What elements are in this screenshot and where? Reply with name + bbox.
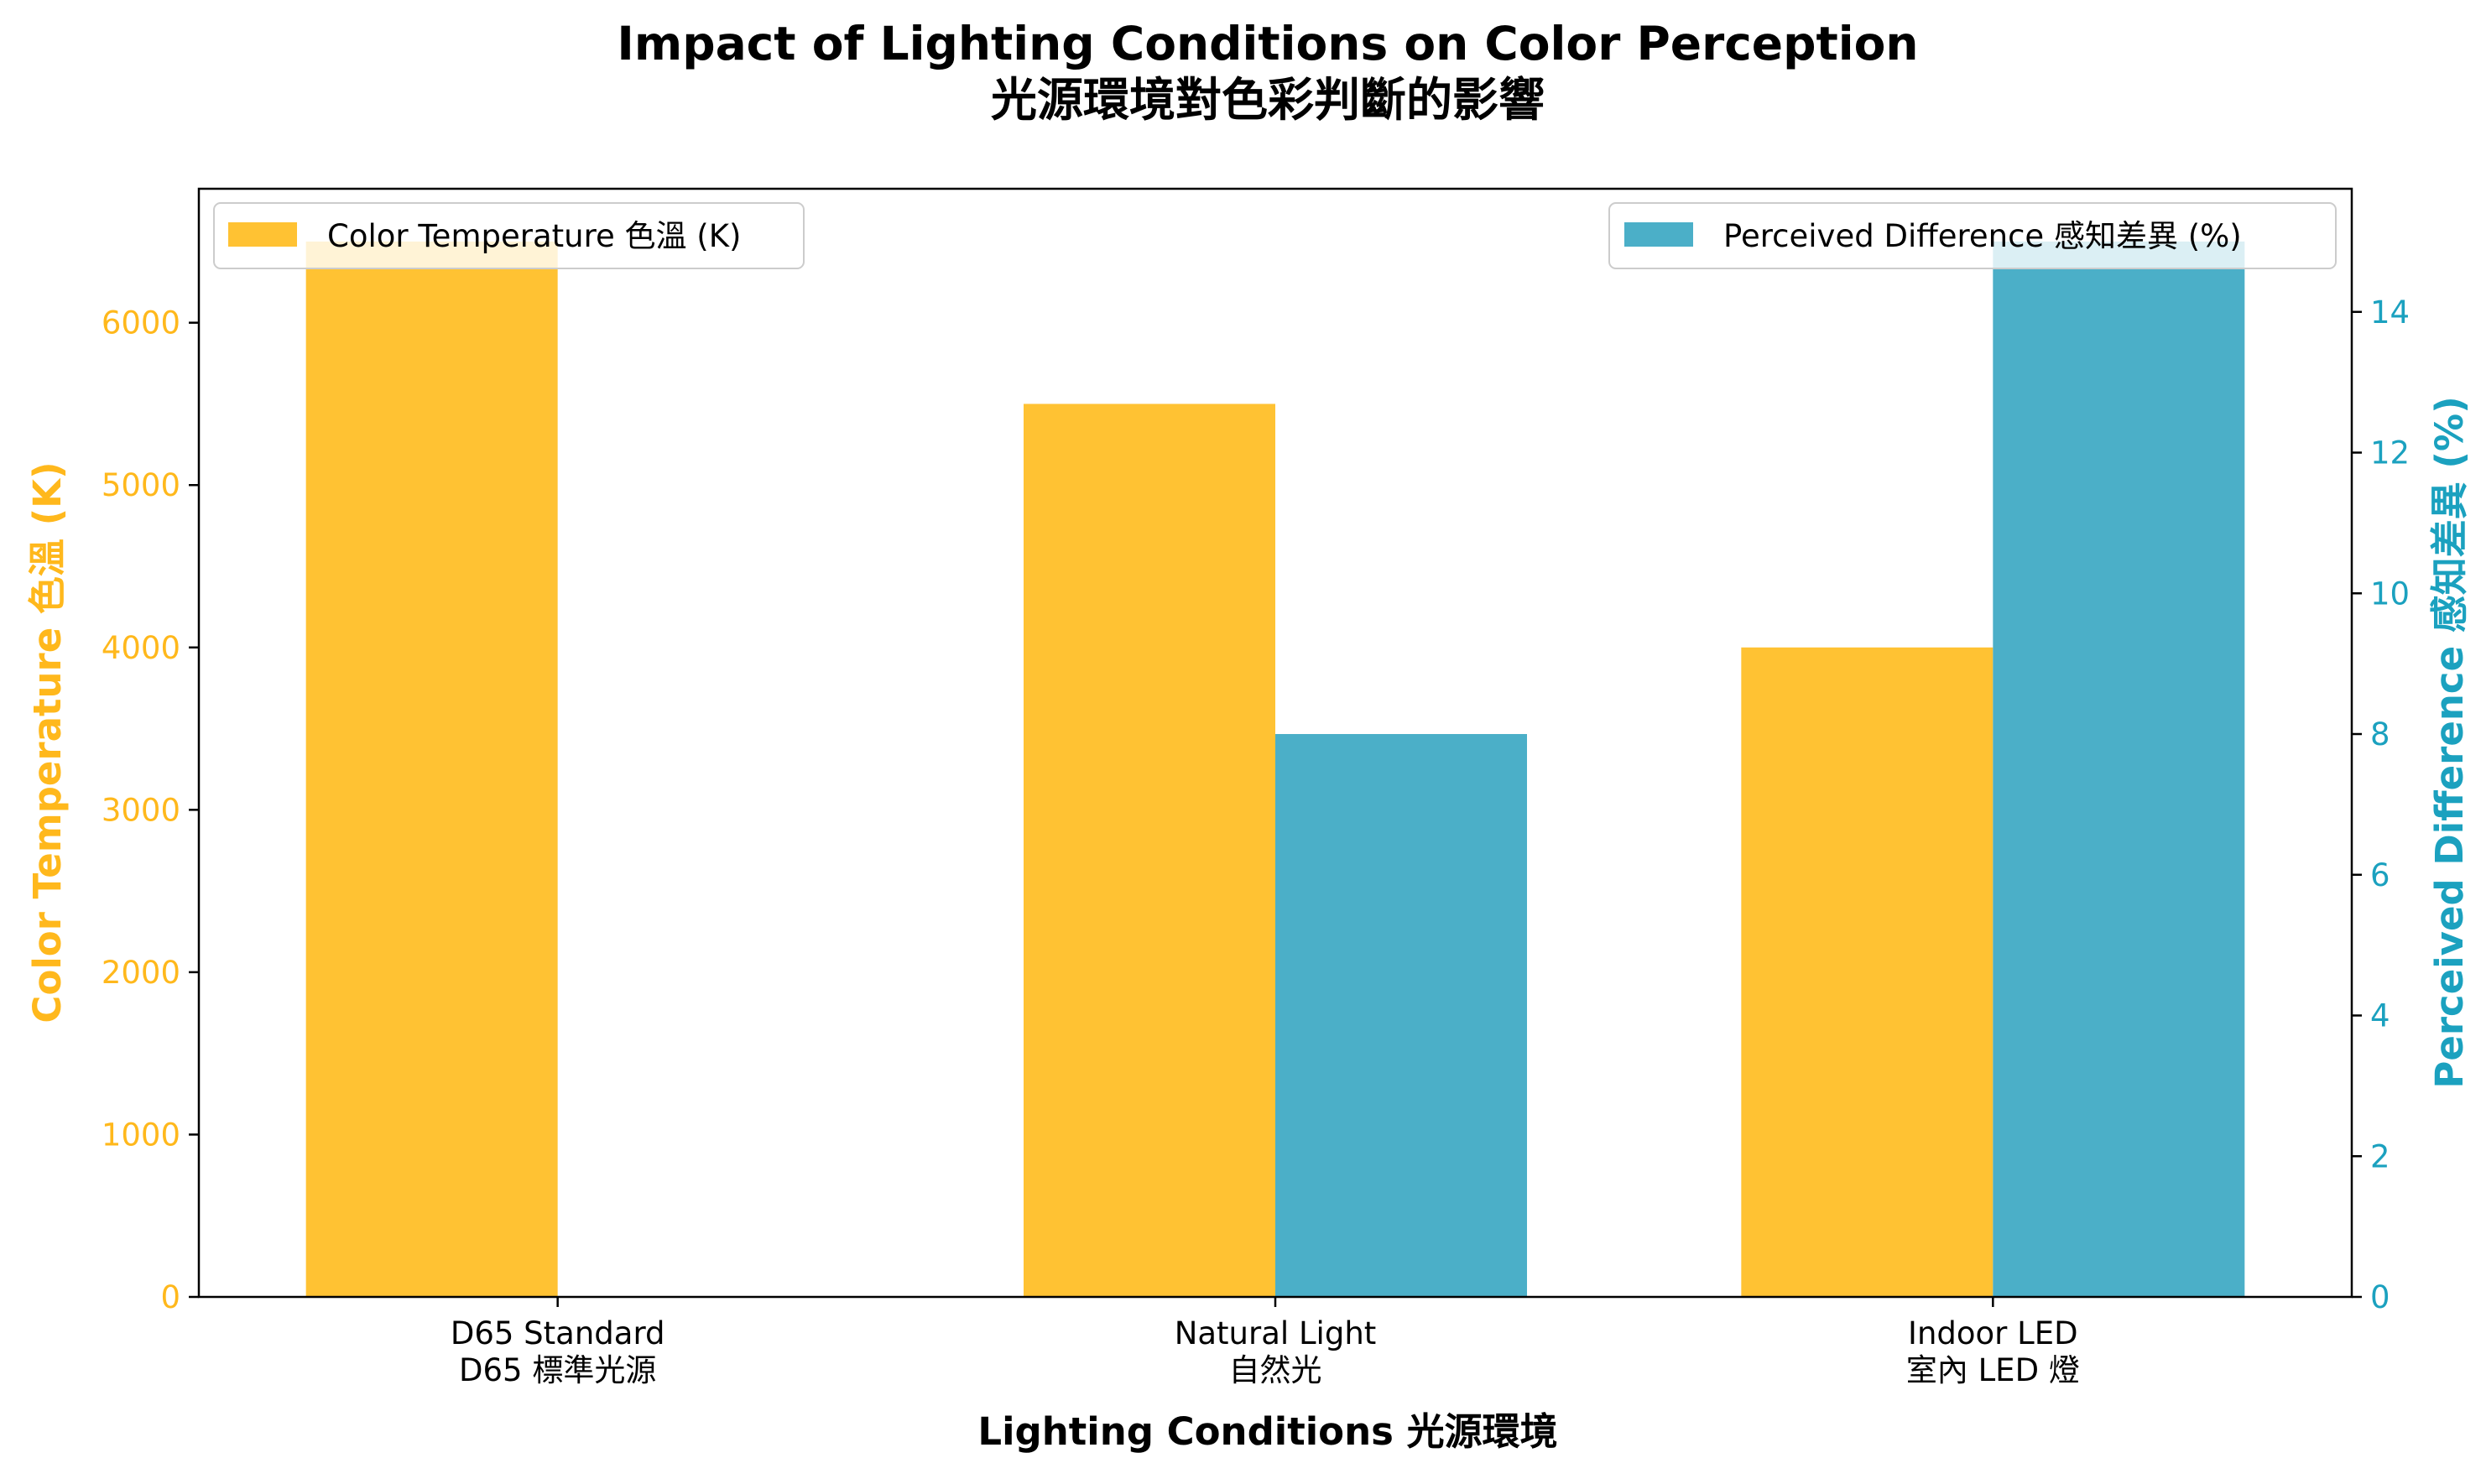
chart-title-line1: Impact of Lighting Conditions on Color P… <box>617 17 1918 70</box>
bars-group <box>305 241 2245 1297</box>
bar-temperature-2 <box>1741 647 1993 1297</box>
y-right-tick-label-1: 2 <box>2370 1138 2390 1174</box>
legend-difference-label: Perceived Difference 感知差異 (%) <box>1723 218 2242 254</box>
y-left-tick-label-5: 5000 <box>102 467 180 503</box>
x-tick-label-zh-2: 室內 LED 燈 <box>1906 1352 2080 1388</box>
bar-difference-2 <box>1993 241 2245 1297</box>
x-tick-label-en-0: D65 Standard <box>451 1315 665 1351</box>
legend-temperature: Color Temperature 色溫 (K) <box>213 202 805 269</box>
y-right-tick-label-6: 12 <box>2370 435 2410 471</box>
legend-difference-box <box>1608 202 2337 269</box>
y-left-tick-label-0: 0 <box>160 1279 180 1315</box>
y-axis-label-right: Perceived Difference 感知差異 (%) <box>2427 396 2472 1088</box>
bar-temperature-0 <box>305 241 558 1297</box>
legend-temperature-label: Color Temperature 色溫 (K) <box>327 218 741 254</box>
ticks-group: 0 1000 2000 3000 4000 5000 6000 0 2 4 6 8 10 12 14 D65 … <box>102 294 2410 1388</box>
x-axis-label: Lighting Conditions 光源環境 <box>977 1409 1557 1454</box>
y-right-tick-label-7: 14 <box>2370 294 2410 331</box>
bar-temperature-1 <box>1024 404 1275 1297</box>
x-tick-label-en-1: Natural Light <box>1175 1315 1377 1351</box>
y-left-tick-label-1: 1000 <box>102 1117 180 1153</box>
x-tick-label-zh-0: D65 標準光源 <box>459 1352 656 1388</box>
legend-difference-swatch <box>1624 222 1693 247</box>
y-left-tick-label-4: 4000 <box>102 630 180 666</box>
y-right-tick-label-3: 6 <box>2370 857 2390 893</box>
y-left-tick-label-6: 6000 <box>102 305 180 341</box>
bar-difference-1 <box>1275 734 1527 1297</box>
legend-difference: Perceived Difference 感知差異 (%) <box>1608 202 2337 269</box>
legend-temperature-box <box>213 202 805 269</box>
y-left-tick-label-2: 2000 <box>102 955 180 991</box>
y-right-tick-label-5: 10 <box>2370 575 2410 612</box>
legend-temperature-swatch <box>228 222 297 247</box>
chart-title-line2: 光源環境對色彩判斷的影響 <box>991 73 1545 127</box>
x-tick-label-en-2: Indoor LED <box>1908 1315 2078 1351</box>
y-left-tick-label-3: 3000 <box>102 792 180 828</box>
y-right-tick-label-2: 4 <box>2370 998 2390 1034</box>
x-tick-label-zh-1: 自然光 <box>1229 1352 1322 1388</box>
y-right-tick-label-0: 0 <box>2370 1279 2390 1315</box>
y-right-tick-label-4: 8 <box>2370 716 2390 752</box>
y-axis-label-left: Color Temperature 色溫 (K) <box>25 461 70 1023</box>
